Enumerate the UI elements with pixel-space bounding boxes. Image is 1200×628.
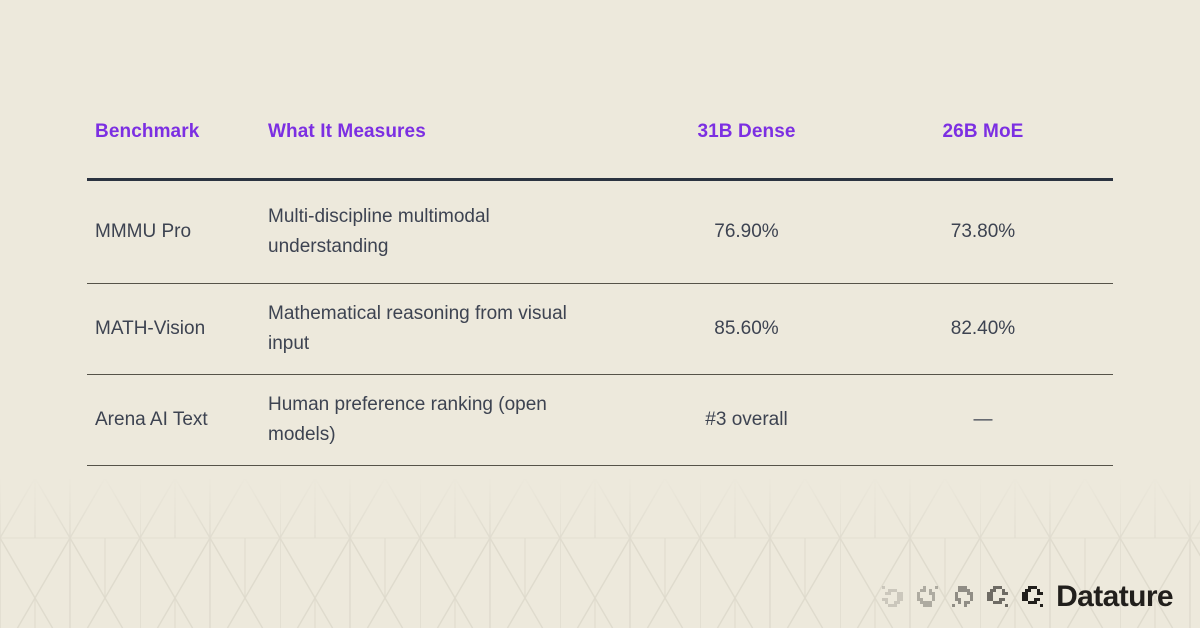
datature-mark-icon bbox=[952, 586, 974, 607]
measure-description: Mathematical reasoning from visual input bbox=[268, 303, 567, 354]
benchmark-name: MMMU Pro bbox=[95, 221, 192, 242]
column-header-26b-moe: 26B MoE bbox=[942, 121, 1024, 142]
column-header-31b-dense: 31B Dense bbox=[697, 121, 796, 142]
moe-score: 82.40% bbox=[950, 318, 1016, 339]
table-row: Arena AI Text Human preference ranking (… bbox=[87, 375, 1113, 466]
table-header-row: Benchmark What It Measures 31B Dense 26B… bbox=[87, 110, 1113, 181]
benchmark-name: Arena AI Text bbox=[95, 409, 208, 430]
datature-mark-icon bbox=[987, 586, 1009, 607]
column-header-what-it-measures: What It Measures bbox=[268, 121, 426, 142]
dense-score: #3 overall bbox=[705, 409, 788, 430]
table-row: MATH-Vision Mathematical reasoning from … bbox=[87, 284, 1113, 375]
datature-mark-icon bbox=[882, 586, 904, 607]
datature-branding: Datature bbox=[882, 580, 1174, 613]
table-row: MMMU Pro Multi-discipline multimodal und… bbox=[87, 181, 1113, 284]
dense-score: 76.90% bbox=[714, 221, 779, 242]
benchmark-table: Benchmark What It Measures 31B Dense 26B… bbox=[87, 110, 1113, 466]
column-header-benchmark: Benchmark bbox=[95, 121, 200, 142]
datature-mark-icon bbox=[917, 586, 939, 607]
dense-score: 85.60% bbox=[714, 318, 779, 339]
datature-wordmark: Datature bbox=[1056, 580, 1174, 613]
datature-mark-icon bbox=[1022, 586, 1044, 607]
moe-score: — bbox=[973, 409, 993, 430]
moe-score: 73.80% bbox=[950, 221, 1016, 242]
datature-logo-mark-sequence bbox=[882, 586, 1044, 608]
benchmark-name: MATH-Vision bbox=[95, 318, 206, 339]
measure-description: Human preference ranking (open models) bbox=[268, 394, 547, 445]
measure-description: Multi-discipline multimodal understandin… bbox=[268, 206, 490, 257]
